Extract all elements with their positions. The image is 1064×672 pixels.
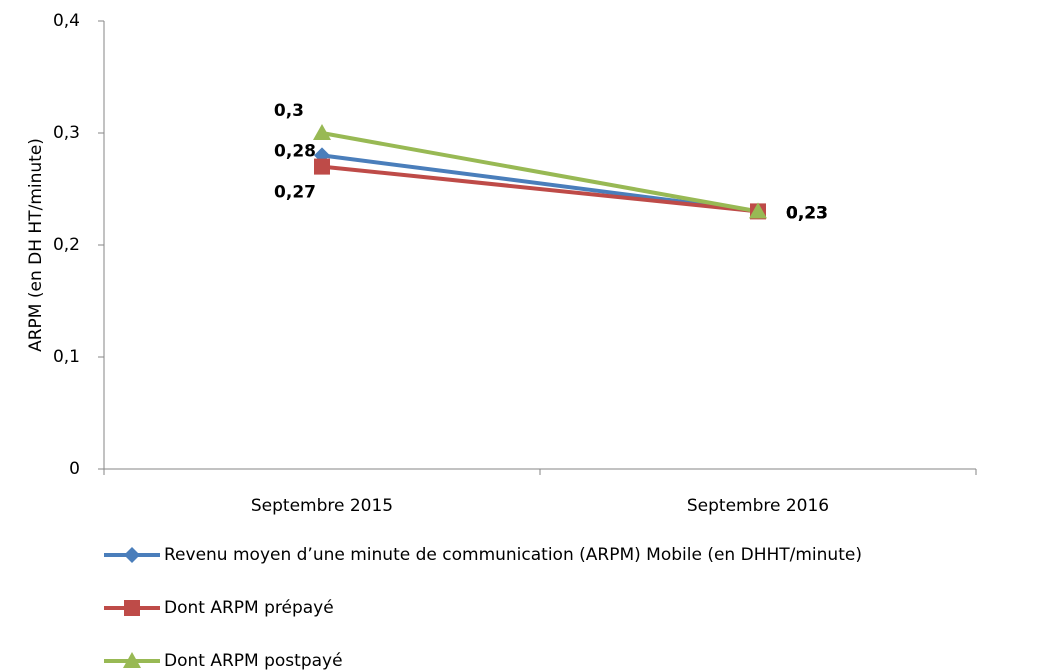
data-label: 0,23 [786,203,828,223]
y-tick-label: 0,4 [53,11,80,31]
data-label: 0,28 [274,141,316,161]
data-label: 0,23 [786,203,828,223]
data-label: 0,23 [786,203,828,223]
data-label: 0,3 [274,101,304,121]
x-tick-label: Septembre 2015 [251,496,393,516]
point-marker [314,158,330,175]
legend-marker [124,600,140,616]
legend-label: Dont ARPM postpayé [164,651,343,671]
legend-marker [124,547,140,563]
data-label: 0,27 [274,183,316,203]
legend-label: Dont ARPM prépayé [164,598,334,618]
x-tick-label: Septembre 2016 [687,496,829,516]
y-tick-label: 0 [69,459,80,479]
y-tick-label: 0,1 [53,347,80,367]
legend-label: Revenu moyen d’une minute de communicati… [164,545,862,565]
point-marker [749,202,767,219]
y-axis-label: ARPM (en DH HT/minute) [26,138,46,352]
series-line [321,131,759,214]
series-line [321,164,759,214]
point-marker [313,124,331,140]
y-tick-label: 0,2 [53,235,80,255]
y-tick-label: 0,3 [53,123,80,143]
legend-marker [123,652,141,668]
